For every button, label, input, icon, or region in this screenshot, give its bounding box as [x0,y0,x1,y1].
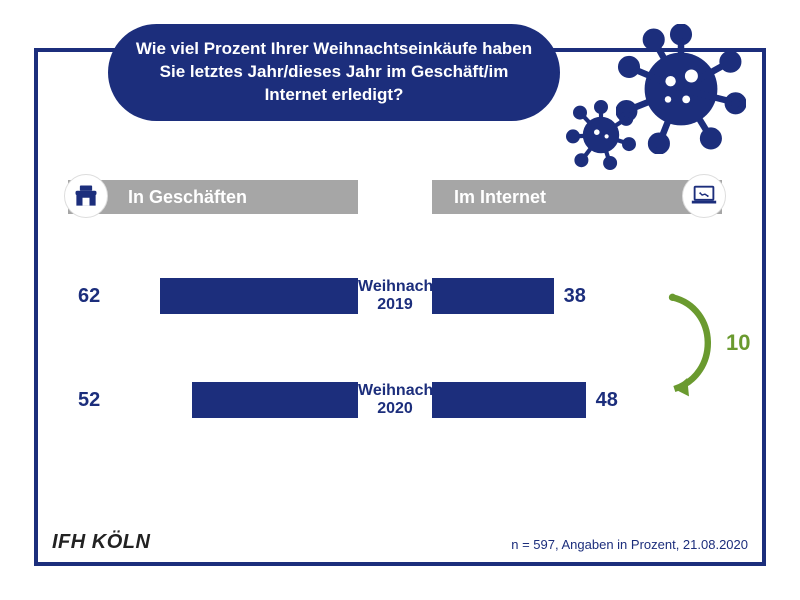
laptop-icon [682,174,726,218]
row-2019: 62 Weihnachten 2019 38 [68,272,722,320]
store-icon [64,174,108,218]
bar-left-2020: 52 [68,382,358,418]
year-label-2020: Weihnachten 2020 [358,382,432,419]
footnote: n = 597, Angaben in Prozent, 21.08.2020 [511,537,748,552]
value-right-2020: 48 [596,389,618,412]
section-label-internet: Im Internet [454,187,546,208]
value-left-2020: 52 [78,389,100,412]
bar-fill-right-2020 [432,382,586,418]
virus-icon-small [566,100,636,170]
section-header-stores: In Geschäften [68,180,358,214]
value-left-2019: 62 [78,285,100,308]
chart-title: Wie viel Prozent Ihrer Weihnachtseinkäuf… [108,24,560,121]
bar-fill-right-2019 [432,278,554,314]
bar-fill-left-2019 [160,278,358,314]
source-logo: IFH KÖLN [52,531,150,554]
value-right-2019: 38 [564,285,586,308]
row-2020: 52 Weihnachten 2020 48 [68,376,722,424]
section-label-stores: In Geschäften [128,187,247,208]
bar-fill-left-2020 [192,382,358,418]
delta-value: 10 [726,330,750,356]
year-label-2019: Weihnachten 2019 [358,278,432,315]
bar-left-2019: 62 [68,278,358,314]
section-header-internet: Im Internet [432,180,722,214]
